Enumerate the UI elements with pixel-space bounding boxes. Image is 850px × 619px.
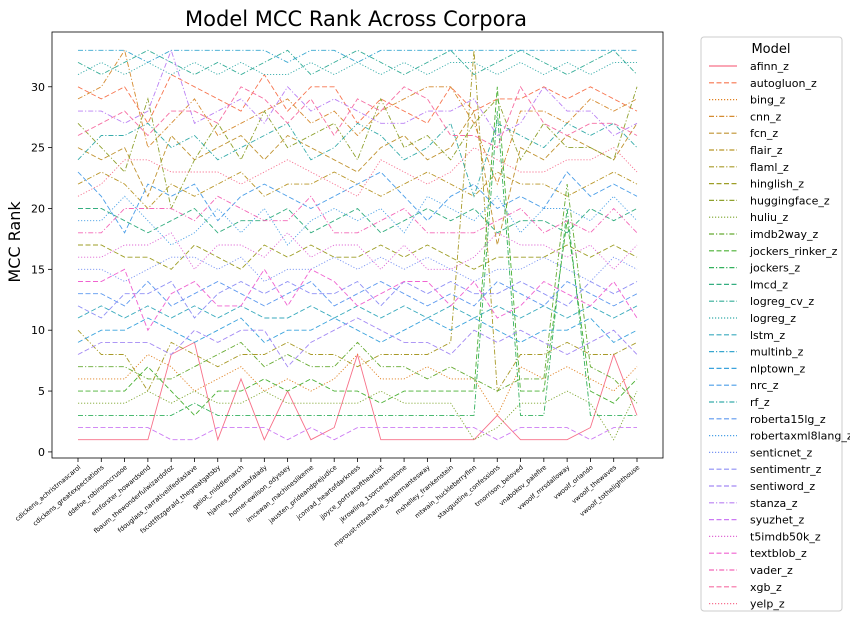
legend-label: t5imdb50k_z [750,530,821,543]
legend-label: afinn_z [750,60,789,73]
series-line-xgb-z [77,85,638,149]
legend-label: jockers_rinker_z [749,245,838,258]
series-line-imdb2way-z [78,184,638,404]
legend-label: yelp_z [750,598,785,611]
series-line-t5imdb50k-z [78,232,638,271]
legend-label: robertaxml8lang_z [750,430,850,443]
series-line-robertaxml8lang-z [78,195,638,246]
y-tick-label: 30 [31,81,45,94]
legend-label: nrc_z [750,379,779,392]
y-tick-label: 0 [38,446,45,459]
series-line-cnn-z [77,49,638,186]
series-line-huliu-z [78,390,638,441]
legend-label: huggingface_z [750,194,830,207]
y-tick-label: 15 [31,263,45,276]
series-line-senticnet-z [78,256,638,283]
legend-label: multinb_z [750,346,804,359]
series-line-nlptown-z [77,317,638,343]
series-line-rf-z [77,122,638,198]
legend-label: sentiword_z [750,480,815,493]
legend-label: flaml_z [750,161,789,174]
series-line-syuzhet-z [78,427,637,441]
legend-label: jockers_z [749,262,800,275]
series-line-hinglish-z [78,244,638,270]
legend-label: rf_z [750,396,770,409]
series-line-flair-z [77,171,638,210]
legend-label: senticnet_z [750,446,812,459]
legend-label: fcn_z [750,127,778,140]
legend-label: imdb2way_z [750,228,818,241]
legend-label: flair_z [750,144,783,157]
legend: Model afinn_z autogluon_z bing_z cnn_z fcn_z… [700,36,850,612]
legend-label: cnn_z [750,110,781,123]
legend-label: logreg_z [750,312,796,325]
legend-label: vader_z [750,564,793,577]
legend-label: bing_z [750,94,785,107]
chart-title: Model MCC Rank Across Corpora [185,7,527,31]
series-line-sentiword-z [77,317,638,368]
series-line-flaml-z [77,50,638,393]
legend-label: textblob_z [750,547,807,560]
series-line-jockers-z [78,111,637,416]
legend-label: syuzhet_z [750,514,805,527]
y-axis: 0 5 10 15 20 25 30 [31,81,52,459]
series-line-lmcd-z [78,207,638,234]
series-line-bing-z [78,353,638,417]
y-tick-label: 25 [31,142,45,155]
series-line-textblob-z [78,268,638,332]
legend-label: sentimentr_z [750,463,822,476]
legend-label: hinglish_z [750,178,804,191]
legend-title: Model [751,42,790,57]
legend-label: xgb_z [750,581,782,594]
legend-label: lmcd_z [750,278,788,291]
legend-items: afinn_z autogluon_z bing_z cnn_z fcn_z flair_… [709,60,850,611]
series-line-lstm-z [77,305,638,319]
series-line-yelp-z [77,147,638,197]
legend-label: roberta15lg_z [750,413,826,426]
series-line-logreg-cv-z [77,49,638,76]
legend-frame [700,36,843,612]
series-line-multinb-z [78,49,637,63]
legend-label: autogluon_z [750,77,817,90]
y-tick-label: 10 [31,324,45,337]
series-line-vader-z [78,195,638,234]
series-line-logreg-z [77,61,637,76]
legend-label: logreg_cv_z [750,295,814,308]
y-axis-label: MCC Rank [5,201,24,283]
legend-label: nlptown_z [750,362,806,375]
series-line-roberta15lg-z [78,280,638,307]
legend-label: lstm_z [750,329,785,342]
series-line-jockers-rinker-z [78,86,638,417]
legend-label: huliu_z [750,211,789,224]
legend-label: stanza_z [750,497,798,510]
series-line-sentimentr-z [77,280,638,319]
series-lines [77,48,638,442]
x-axis: cdickens_achristmascarolcdickens_greatex… [14,458,641,549]
y-tick-label: 20 [31,202,45,215]
series-line-fcn-z [77,109,638,246]
y-tick-label: 5 [38,385,45,398]
series-line-huggingface-z [77,86,638,210]
series-line-nrc-z [77,171,638,234]
